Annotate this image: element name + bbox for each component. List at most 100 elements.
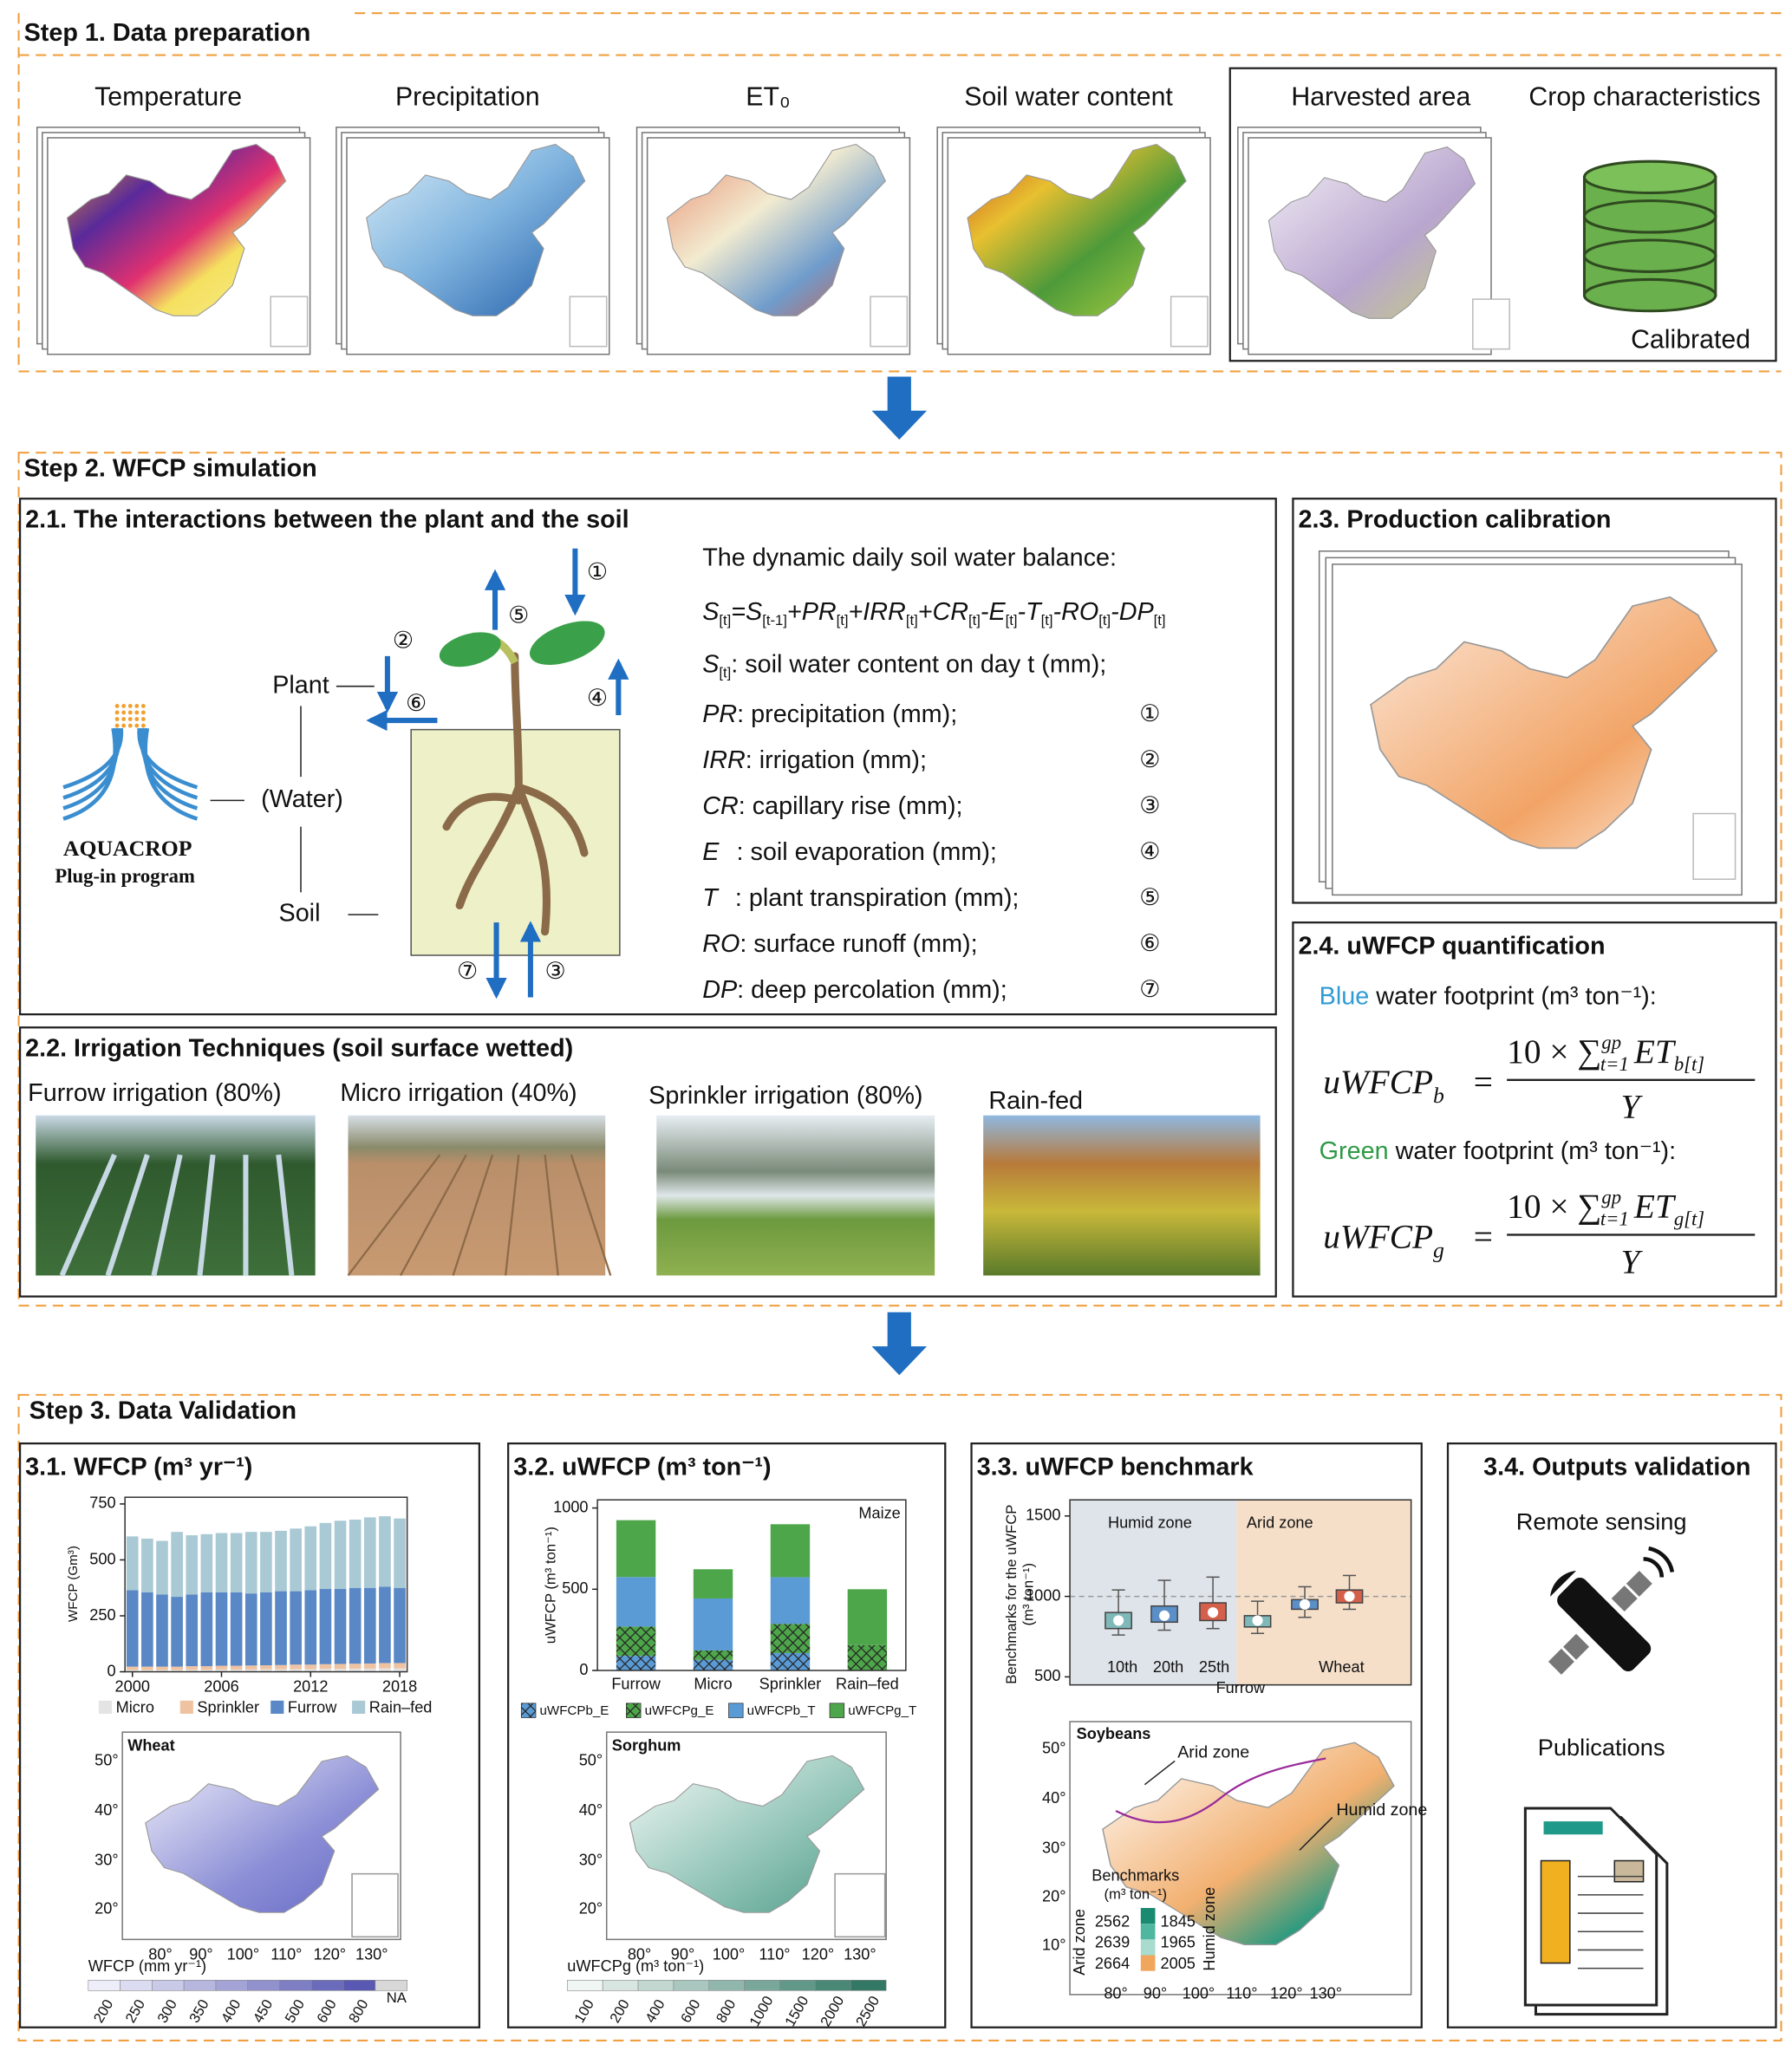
bar-segment: [770, 1624, 811, 1653]
lon-label: 130°: [1309, 1985, 1342, 2002]
text-part: -T: [1018, 598, 1044, 626]
bar-segment: [141, 1538, 153, 1592]
panel-title: 3.4. Outputs validation: [1483, 1453, 1750, 1481]
bar-segment: [394, 1518, 406, 1588]
bar-segment: [363, 1517, 376, 1588]
panel-title: 2.4. uWFCP quantification: [1298, 933, 1605, 960]
map-inset: [1170, 296, 1209, 348]
bar-segment: [171, 1666, 183, 1670]
text-part: -DP: [1111, 598, 1154, 626]
colorbar-cell: [247, 1979, 280, 1991]
lon-label: 90°: [1144, 1985, 1167, 2002]
bar-segment: [141, 1666, 153, 1670]
document-figure: [1540, 1859, 1571, 1964]
bar-segment: [244, 1669, 257, 1672]
bar-segment: [770, 1577, 811, 1625]
legend-axis-label: Arid zone: [1071, 1909, 1088, 1976]
bar-segment: [304, 1526, 317, 1591]
term-definition: CR: capillary rise (mm);: [702, 792, 962, 820]
input-label: Crop characteristics: [1528, 83, 1760, 112]
diagram-label: Soil: [279, 900, 321, 928]
satellite-body: [1557, 1577, 1652, 1672]
panel-title: 2.2. Irrigation Techniques (soil surface…: [25, 1035, 573, 1063]
x-axis-label: Furrow: [1216, 1679, 1266, 1696]
bar-segment: [244, 1665, 257, 1670]
lon-label: 130°: [355, 1945, 388, 1963]
bar-segment: [693, 1659, 733, 1671]
legend-value: 2005: [1161, 1955, 1196, 1972]
bar-segment: [230, 1665, 243, 1670]
term-marker: ⑦: [1139, 975, 1160, 1002]
colorbar-title: WFCP (mm yr⁻¹): [88, 1957, 206, 1975]
bar-segment: [215, 1592, 228, 1666]
text-part: t=1: [1600, 1208, 1629, 1229]
flux-marker: ④: [587, 684, 608, 711]
map-label: Sorghum: [612, 1737, 681, 1755]
bar-segment: [847, 1644, 888, 1671]
map-inset: [569, 296, 608, 348]
legend-label: Furrow: [288, 1699, 337, 1716]
database-layer: [1582, 160, 1717, 195]
lat-label: 30°: [1042, 1839, 1065, 1857]
bar-segment: [156, 1540, 168, 1595]
bar-segment: [304, 1664, 317, 1670]
flux-marker: ⑤: [508, 602, 529, 628]
bar-segment: [394, 1668, 406, 1672]
x-tick-label: 2012: [293, 1677, 328, 1695]
panel: [18, 498, 1277, 1016]
legend-label: uWFCPg_E: [645, 1703, 714, 1718]
bar-segment: [693, 1569, 733, 1598]
legend-label: uWFCPg_T: [848, 1703, 916, 1718]
lat-label: 20°: [1042, 1888, 1065, 1905]
bar-segment: [171, 1670, 183, 1672]
flow-arrow: [871, 1312, 928, 1376]
map-inset: [1472, 298, 1510, 350]
lon-label: 80°: [628, 1945, 651, 1963]
median: [1113, 1615, 1124, 1626]
logo-dot: [134, 723, 140, 728]
bar-segment: [200, 1670, 213, 1672]
photo-detail: [151, 1154, 183, 1277]
legend-swatch: [626, 1703, 642, 1718]
bar-segment: [319, 1664, 332, 1670]
bar-segment: [290, 1664, 302, 1670]
text-part: gp: [1601, 1032, 1621, 1053]
logo-subtitle: Plug-in program: [55, 865, 195, 887]
leader: [1144, 1760, 1176, 1786]
plant-root: [442, 652, 589, 936]
section-border: [17, 1394, 1782, 2041]
y-axis-label: Benchmarks for the uWFCP: [1003, 1505, 1020, 1684]
colorbar-cell: [183, 1979, 217, 1991]
median: [1299, 1598, 1311, 1610]
lon-label: 110°: [759, 1945, 790, 1963]
lon-label: 120°: [314, 1945, 347, 1963]
colorbar-cell: [744, 1979, 780, 1991]
zone-label: Arid zone: [1177, 1743, 1249, 1762]
plant-leaf: [439, 632, 501, 667]
logo-dot: [114, 703, 120, 708]
legend-swatch: [352, 1700, 366, 1714]
bar-segment: [244, 1593, 257, 1666]
y-axis-label: WFCP (Gm³): [66, 1546, 81, 1622]
text-part: [t]: [1154, 612, 1166, 628]
y-tick-label: 250: [89, 1606, 115, 1624]
bar-segment: [186, 1670, 199, 1672]
zone-background: [1070, 1500, 1237, 1685]
formula-denominator: Y: [1621, 1088, 1644, 1126]
bar-segment: [379, 1663, 391, 1669]
bar-segment: [260, 1669, 272, 1672]
bar-segment: [770, 1652, 811, 1671]
x-tick-label: Furrow: [611, 1675, 661, 1692]
legend-swatch: [1140, 1939, 1156, 1956]
bar-segment: [200, 1533, 213, 1592]
text-part: IRR: [702, 746, 746, 774]
text-part: t=1: [1600, 1053, 1629, 1075]
lon-label: 80°: [1104, 1985, 1127, 2002]
lon-label: 90°: [671, 1945, 694, 1963]
term-definition: PR: precipitation (mm);: [702, 700, 957, 728]
logo-dot: [140, 723, 146, 728]
text-part: b[t]: [1674, 1053, 1704, 1075]
text-part: [t]: [1098, 612, 1111, 628]
